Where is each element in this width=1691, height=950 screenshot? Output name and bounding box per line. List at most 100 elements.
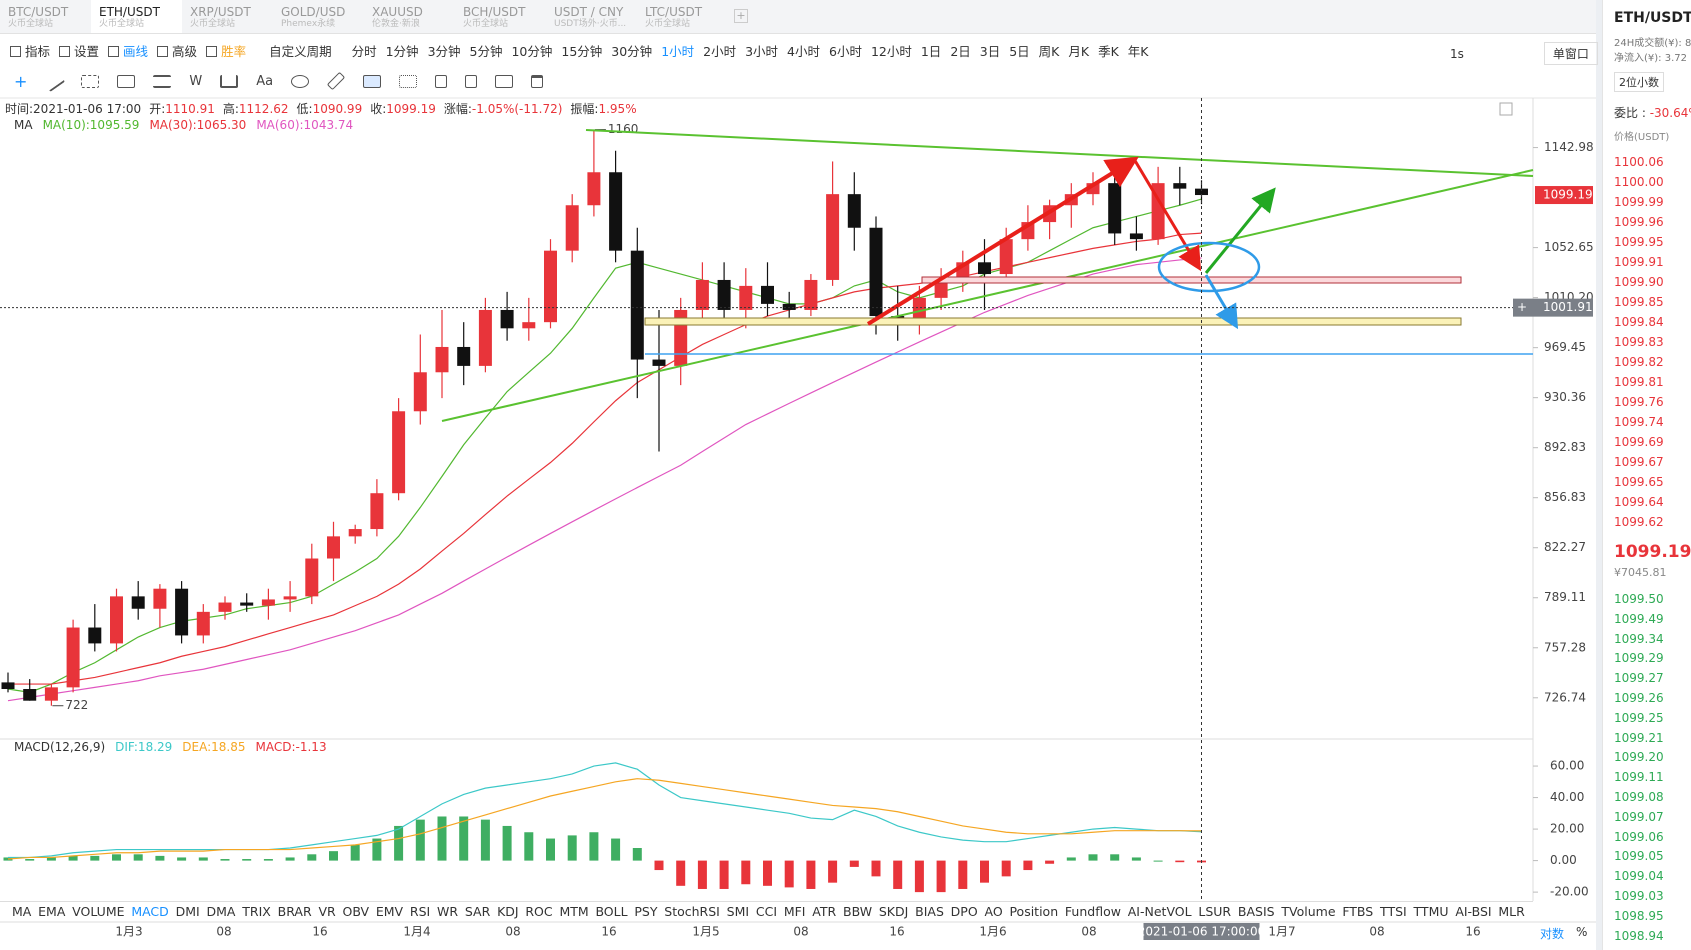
- indicator-tab[interactable]: AI-BSI: [1455, 904, 1492, 919]
- indicator-tab[interactable]: EMV: [375, 904, 404, 919]
- crosshair-tool[interactable]: +: [14, 71, 28, 91]
- period[interactable]: 3日: [979, 43, 1001, 59]
- screenshot-tool[interactable]: [495, 74, 514, 88]
- tab[interactable]: BTC/USDT 火币全球站: [0, 0, 91, 33]
- toolbar-right-item[interactable]: 1s: [1450, 46, 1464, 61]
- delete-tool[interactable]: [531, 74, 544, 88]
- brush-tool[interactable]: [291, 74, 310, 88]
- indicator-tab[interactable]: RSI: [409, 904, 431, 919]
- period[interactable]: 1分钟: [385, 43, 419, 59]
- indicator-tab[interactable]: DMI: [175, 904, 200, 919]
- period[interactable]: 3分钟: [427, 43, 461, 59]
- indicator-tab[interactable]: AI-NetVOL: [1127, 904, 1192, 919]
- indicator-tab[interactable]: SKDJ: [878, 904, 909, 919]
- tab[interactable]: BCH/USDT 火币全球站: [455, 0, 546, 33]
- indicator-tab[interactable]: TTSI: [1380, 904, 1407, 919]
- indicator-tab[interactable]: BIAS: [915, 904, 944, 919]
- indicator-tab[interactable]: SMI: [726, 904, 750, 919]
- tool-button[interactable]: 画线: [108, 41, 148, 60]
- period[interactable]: 2小时: [703, 43, 737, 59]
- fib-tool[interactable]: [153, 74, 172, 88]
- indicator-tab[interactable]: VR: [318, 904, 336, 919]
- toolbar-right-item[interactable]: 单窗口: [1543, 42, 1598, 65]
- indicator-tab[interactable]: EMA: [38, 904, 66, 919]
- period[interactable]: 月K: [1068, 43, 1090, 59]
- indicator-tab[interactable]: PSY: [634, 904, 658, 919]
- period[interactable]: 3小时: [745, 43, 779, 59]
- axis-mode[interactable]: %: [1576, 925, 1588, 939]
- indicator-tab[interactable]: MTM: [559, 904, 589, 919]
- period[interactable]: 周K: [1038, 43, 1060, 59]
- indicator-tab[interactable]: BRAR: [277, 904, 312, 919]
- period[interactable]: 1日: [920, 43, 942, 59]
- period[interactable]: 4小时: [787, 43, 820, 59]
- tool-button[interactable]: 高级: [157, 41, 197, 60]
- tool-button[interactable]: 胜率: [206, 41, 246, 60]
- indicator-tab[interactable]: BASIS: [1237, 904, 1275, 919]
- indicator-tab[interactable]: ROC: [525, 904, 553, 919]
- channel-tool[interactable]: [81, 74, 100, 88]
- macd-tick-label: 60.00: [1550, 759, 1584, 773]
- period[interactable]: 12小时: [870, 43, 912, 59]
- ruler-tool[interactable]: [399, 74, 418, 88]
- indicator-tab[interactable]: TVolume: [1281, 904, 1336, 919]
- rect-tool[interactable]: [117, 74, 136, 88]
- period[interactable]: 分时: [351, 43, 377, 59]
- tool-button[interactable]: 设置: [59, 41, 99, 60]
- text-tool[interactable]: Aa: [256, 73, 274, 89]
- lock-tool[interactable]: [435, 74, 448, 88]
- fullscreen-icon[interactable]: [1499, 102, 1513, 116]
- indicator-tab[interactable]: MFI: [783, 904, 806, 919]
- period[interactable]: 10分钟: [511, 43, 553, 59]
- axis-mode[interactable]: 对数: [1540, 927, 1565, 941]
- indicator-tab[interactable]: LSUR: [1198, 904, 1232, 919]
- add-tab[interactable]: +: [734, 9, 748, 23]
- tab[interactable]: USDT / CNY USDT场外·火币...: [546, 0, 637, 33]
- custom-period[interactable]: 自定义周期: [269, 43, 332, 59]
- indicator-tab[interactable]: WR: [437, 904, 459, 919]
- indicator-tab[interactable]: SAR: [464, 904, 491, 919]
- indicator-tab[interactable]: MACD: [131, 904, 169, 919]
- indicator-tab[interactable]: DPO: [950, 904, 978, 919]
- period[interactable]: 5分钟: [469, 43, 503, 59]
- indicator-tab[interactable]: MLR: [1498, 904, 1525, 919]
- indicator-tab[interactable]: BOLL: [595, 904, 628, 919]
- indicator-tab[interactable]: OBV: [342, 904, 370, 919]
- period[interactable]: 30分钟: [611, 43, 653, 59]
- tab[interactable]: GOLD/USD Phemex永续: [273, 0, 364, 33]
- indicator-tab[interactable]: VOLUME: [72, 904, 125, 919]
- scrollbar[interactable]: [1596, 0, 1602, 950]
- measure-tool[interactable]: [220, 74, 239, 88]
- indicator-tab[interactable]: CCI: [755, 904, 778, 919]
- indicator-tab[interactable]: TRIX: [242, 904, 271, 919]
- period[interactable]: 5日: [1009, 43, 1030, 59]
- period[interactable]: 15分钟: [561, 43, 603, 59]
- indicator-tab[interactable]: TTMU: [1413, 904, 1449, 919]
- period[interactable]: 年K: [1127, 43, 1149, 59]
- copy-tool[interactable]: [465, 74, 478, 88]
- tool-button[interactable]: 指标: [10, 41, 50, 60]
- period[interactable]: 6小时: [829, 43, 862, 59]
- indicator-tab[interactable]: KDJ: [497, 904, 519, 919]
- tab[interactable]: LTC/USDT 火币全球站: [637, 0, 728, 33]
- wave-tool[interactable]: W: [189, 73, 203, 89]
- decimal-select[interactable]: 2位小数: [1614, 72, 1664, 92]
- magnet-tool[interactable]: [363, 74, 382, 88]
- indicator-tab[interactable]: DMA: [206, 904, 236, 919]
- indicator-tab[interactable]: MA: [12, 904, 32, 919]
- indicator-tab[interactable]: Fundflow: [1064, 904, 1121, 919]
- tab[interactable]: ETH/USDT 火币全球站: [91, 0, 182, 33]
- indicator-tab[interactable]: BBW: [843, 904, 873, 919]
- chart: 1142.981052.651010.20969.45930.36892.838…: [0, 97, 1596, 940]
- indicator-tab[interactable]: ATR: [812, 904, 837, 919]
- tab[interactable]: XRP/USDT 火币全球站: [182, 0, 273, 33]
- tab[interactable]: XAUUSD 伦敦金·新浪: [364, 0, 455, 33]
- period[interactable]: 2日: [950, 43, 971, 59]
- indicator-tab[interactable]: StochRSI: [664, 904, 720, 919]
- period[interactable]: 1小时: [661, 43, 695, 59]
- period[interactable]: 季K: [1098, 43, 1119, 59]
- indicator-tab[interactable]: FTBS: [1342, 904, 1374, 919]
- indicator-tab[interactable]: AO: [984, 904, 1003, 919]
- indicator-tab[interactable]: Position: [1009, 904, 1059, 919]
- bid-price: 1099.05: [1614, 849, 1664, 864]
